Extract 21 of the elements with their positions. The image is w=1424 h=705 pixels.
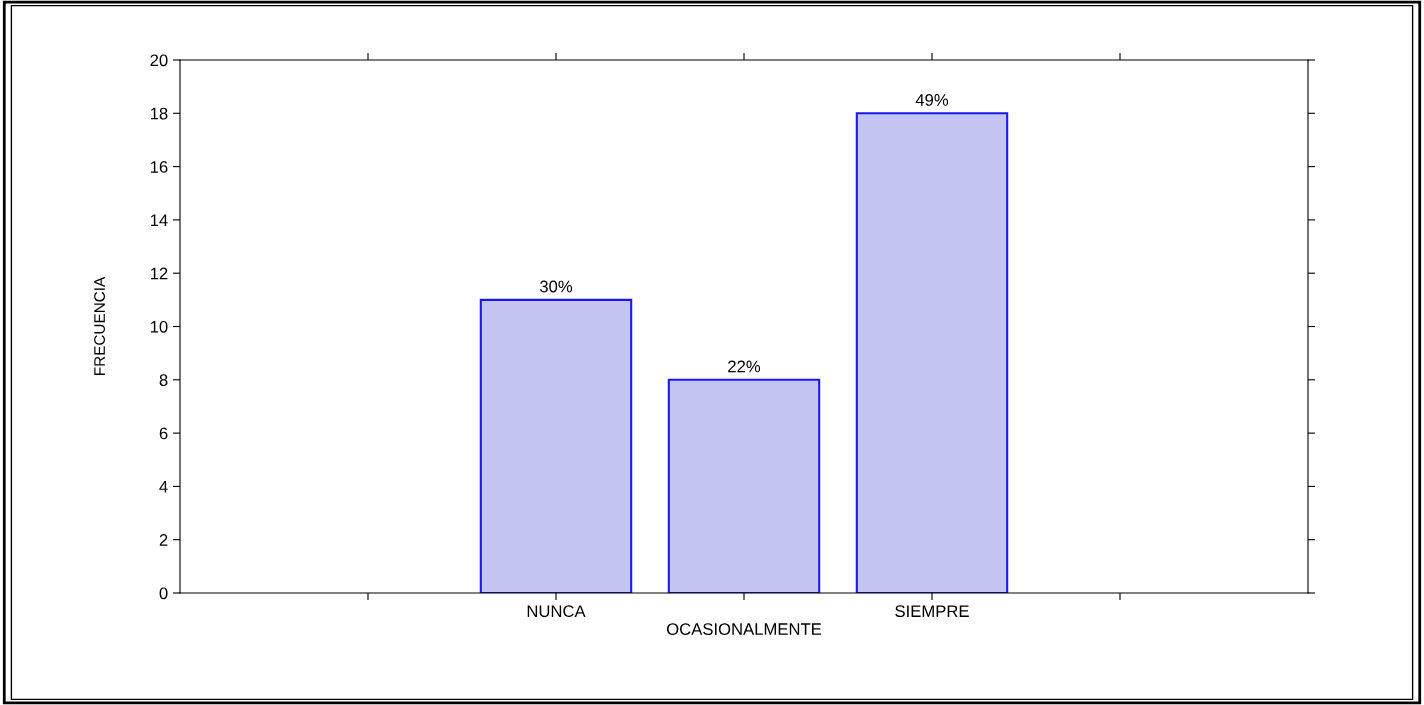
y-tick-label: 2 (159, 534, 168, 546)
y-tick-label: 16 (150, 161, 168, 173)
x-tick-label: SIEMPRE (895, 605, 969, 618)
bar (479, 298, 633, 593)
y-tick-label: 14 (150, 214, 168, 226)
y-tick-label: 6 (159, 427, 168, 440)
x-tick-label: NUNCA (527, 605, 586, 618)
y-axis-title: FRECUENCIA (94, 276, 105, 375)
annotation: 49% (915, 94, 949, 106)
annotation: 22% (728, 360, 761, 373)
y-tick-label: 12 (150, 267, 168, 280)
y-tick-label: 0 (159, 587, 168, 600)
bar (855, 112, 1009, 593)
x-tick-label: OCASIONALMENTE (667, 623, 822, 635)
annotation: 30% (539, 280, 573, 293)
y-tick-label: 8 (159, 374, 168, 386)
y-tick-label: 10 (150, 320, 168, 333)
y-tick-label: 20 (150, 54, 168, 67)
y-tick-label: 4 (159, 480, 168, 493)
bar (667, 378, 821, 593)
y-tick-label: 18 (150, 107, 168, 120)
